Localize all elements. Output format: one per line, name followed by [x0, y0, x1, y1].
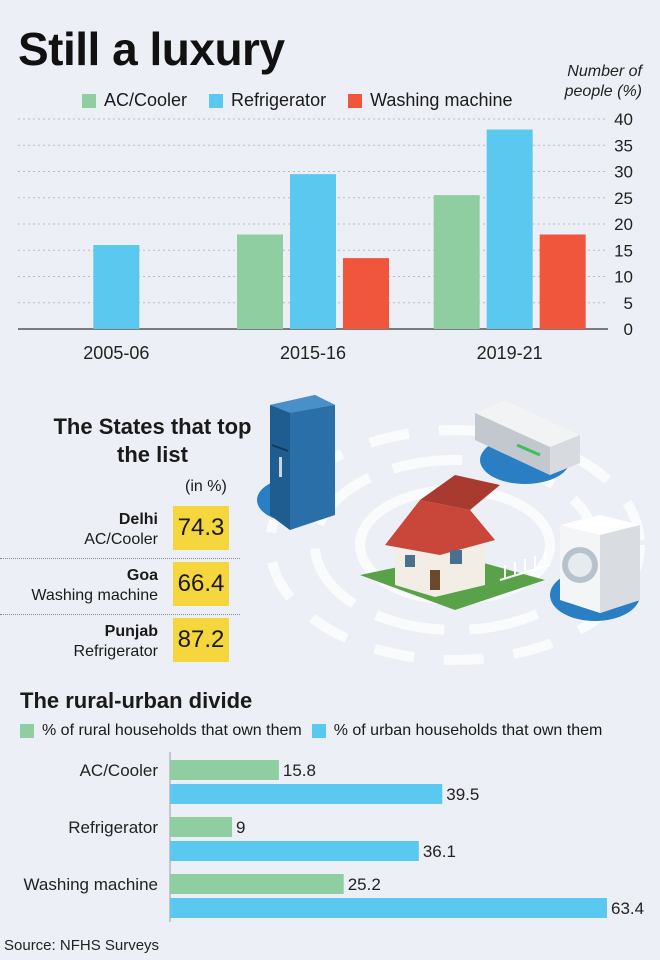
refrigerator-icon — [270, 395, 335, 530]
y-tick-label: 15 — [614, 241, 633, 260]
top-chart-legend: AC/Cooler Refrigerator Washing machine — [82, 90, 512, 111]
states-title: The States that top the list — [53, 414, 252, 467]
legend-swatch-rural — [20, 724, 34, 738]
y-tick-label: 35 — [614, 136, 633, 155]
legend-swatch-urban — [311, 724, 326, 738]
bar — [433, 195, 480, 329]
x-tick-label: 2015-16 — [280, 343, 346, 363]
state-name: Delhi — [118, 511, 158, 528]
appliance-illustration — [257, 395, 645, 665]
house-icon — [360, 475, 551, 610]
divider — [0, 558, 240, 559]
divider — [0, 614, 240, 615]
top-bar-chart: 0 5 10 15 20 25 30 35 40 2005-06 2015-16 2019-21 — [18, 110, 633, 363]
bar — [93, 245, 140, 329]
state-row: Delhi AC/Cooler 74.3 — [0, 506, 240, 559]
bar — [486, 129, 533, 329]
state-label: Delhi AC/Cooler — [84, 510, 158, 550]
y-tick-label: 10 — [614, 268, 633, 287]
legend-label-urban: % of urban households that own them — [333, 722, 603, 739]
bar — [170, 898, 607, 918]
bar — [343, 258, 389, 329]
bar — [290, 174, 336, 329]
y-axis-label: Number of people (%) — [564, 63, 642, 100]
state-item: Refrigerator — [73, 643, 158, 660]
data-label: 39.5 — [446, 785, 479, 804]
state-label: Goa Washing machine — [31, 566, 158, 606]
y-tick-label: 25 — [614, 189, 633, 208]
state-row: Punjab Refrigerator 87.2 — [0, 618, 240, 670]
legend-item-rural: % of rural households that own them — [20, 722, 302, 740]
legend-label-washing-machine: Washing machine — [370, 90, 513, 110]
legend-swatch-refrigerator — [209, 93, 224, 108]
legend-item-refrigerator: Refrigerator — [209, 90, 326, 111]
rural-urban-bar-chart: AC/Cooler 15.8 39.5 Refrigerator 9 36.1 Washin… — [24, 752, 644, 922]
legend-swatch-washing-machine — [348, 93, 363, 108]
state-value: 66.4 — [173, 562, 229, 606]
bar — [170, 784, 443, 804]
bar — [170, 874, 344, 894]
state-row: Goa Washing machine 66.4 — [0, 562, 240, 615]
x-tick-label: 2005-06 — [83, 343, 149, 363]
bar — [539, 234, 586, 329]
data-label: 9 — [236, 818, 245, 837]
state-name: Punjab — [104, 623, 158, 640]
bar — [170, 841, 419, 861]
state-value: 87.2 — [173, 618, 229, 662]
category-label: Washing machine — [24, 875, 159, 894]
data-label: 36.1 — [423, 842, 456, 861]
y-tick-label: 5 — [624, 294, 633, 313]
bar — [170, 817, 233, 837]
data-label: 63.4 — [611, 899, 644, 918]
legend-label-refrigerator: Refrigerator — [231, 90, 327, 110]
legend-label-ac: AC/Cooler — [104, 90, 188, 110]
washing-machine-icon — [560, 515, 640, 613]
state-label: Punjab Refrigerator — [74, 622, 158, 662]
y-tick-label: 0 — [624, 320, 633, 339]
legend-label-rural: % of rural households that own them — [42, 722, 302, 739]
y-tick-label: 20 — [614, 215, 633, 234]
y-tick-label: 40 — [614, 110, 633, 129]
state-item: AC/Cooler — [84, 531, 158, 548]
legend-item-urban: % of urban households that own them — [311, 722, 603, 740]
page-title: Still a luxury — [18, 23, 285, 75]
source-note: Source: NFHS Surveys — [4, 937, 160, 954]
bar — [237, 234, 283, 329]
x-tick-label: 2019-21 — [477, 343, 543, 363]
state-item: Washing machine — [31, 587, 158, 604]
data-label: 25.2 — [348, 875, 381, 894]
legend-swatch-ac — [82, 93, 96, 108]
bar — [170, 760, 279, 780]
air-conditioner-icon — [475, 400, 580, 475]
legend-item-washing-machine: Washing machine — [348, 90, 512, 111]
legend-item-ac: AC/Cooler — [82, 90, 187, 111]
category-label: Refrigerator — [68, 818, 158, 837]
data-label: 15.8 — [283, 761, 316, 780]
state-value: 74.3 — [173, 506, 229, 550]
state-name: Goa — [126, 567, 158, 584]
y-tick-label: 30 — [614, 163, 633, 182]
states-unit: (in %) — [185, 478, 227, 495]
category-label: AC/Cooler — [80, 761, 159, 780]
rural-urban-title: The rural-urban divide — [20, 688, 253, 713]
rural-urban-legend: % of rural households that own them % of… — [20, 722, 602, 740]
